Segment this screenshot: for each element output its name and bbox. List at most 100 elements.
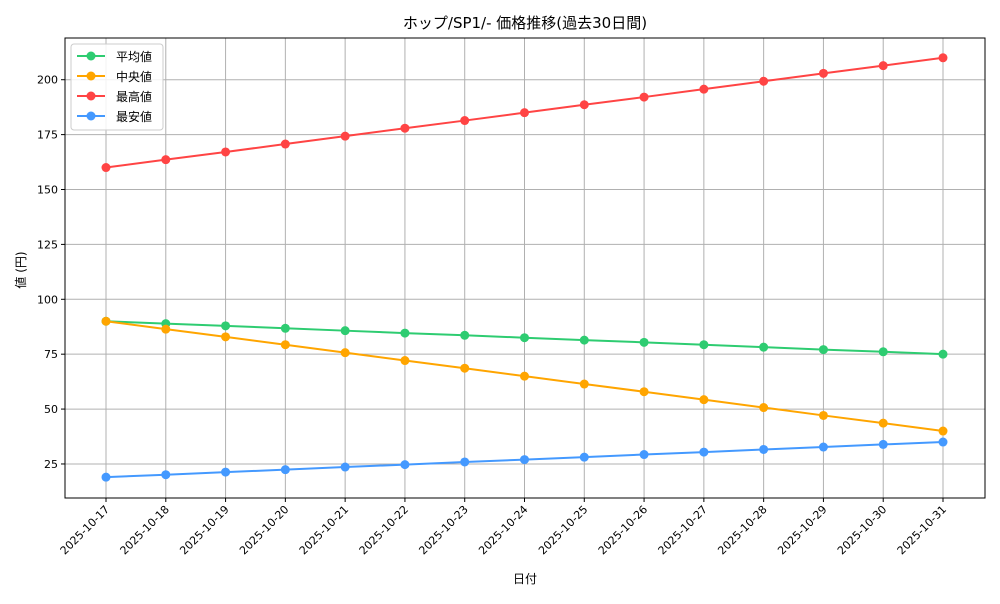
chart-title: ホップ/SP1/- 価格推移(過去30日間) bbox=[403, 14, 647, 32]
data-point bbox=[759, 444, 769, 454]
legend-marker bbox=[86, 111, 96, 121]
y-tick-label: 75 bbox=[44, 348, 58, 361]
legend-marker bbox=[86, 71, 96, 81]
legend-label: 平均値 bbox=[116, 49, 152, 64]
data-point bbox=[938, 53, 948, 63]
x-tick-label: 2025-10-26 bbox=[596, 503, 650, 557]
data-point bbox=[639, 450, 649, 460]
data-point bbox=[639, 337, 649, 347]
data-point bbox=[161, 155, 171, 165]
data-point bbox=[699, 340, 709, 350]
x-tick-label: 2025-10-28 bbox=[715, 503, 769, 557]
data-point bbox=[699, 395, 709, 405]
y-tick-label: 125 bbox=[37, 238, 58, 251]
data-point bbox=[280, 323, 290, 333]
y-tick-label: 100 bbox=[37, 293, 58, 306]
y-tick-label: 25 bbox=[44, 458, 58, 471]
series-group bbox=[101, 53, 948, 482]
data-point bbox=[579, 335, 589, 345]
legend-label: 中央値 bbox=[116, 69, 152, 84]
legend-label: 最安値 bbox=[116, 109, 152, 124]
data-point bbox=[878, 347, 888, 357]
data-point bbox=[101, 163, 111, 173]
data-point bbox=[460, 457, 470, 467]
x-tick-label: 2025-10-25 bbox=[536, 503, 590, 557]
data-point bbox=[161, 470, 171, 480]
data-point bbox=[818, 410, 828, 420]
data-point bbox=[520, 108, 529, 118]
data-point bbox=[759, 403, 769, 413]
x-tick-label: 2025-10-17 bbox=[58, 503, 112, 557]
data-point bbox=[221, 467, 231, 477]
x-tick-label: 2025-10-29 bbox=[775, 503, 829, 557]
x-tick-label: 2025-10-19 bbox=[177, 503, 231, 557]
x-tick-label: 2025-10-27 bbox=[656, 503, 710, 557]
data-point bbox=[520, 333, 529, 343]
data-point bbox=[340, 348, 350, 358]
x-tick-label: 2025-10-22 bbox=[357, 503, 411, 557]
data-point bbox=[340, 326, 350, 336]
legend-label: 最高値 bbox=[116, 89, 152, 104]
data-point bbox=[938, 349, 948, 359]
legend-marker bbox=[86, 91, 96, 101]
data-point bbox=[699, 84, 709, 94]
data-point bbox=[878, 418, 888, 428]
data-point bbox=[460, 330, 470, 340]
series-1 bbox=[101, 316, 948, 436]
data-point bbox=[579, 452, 589, 462]
data-point bbox=[938, 426, 948, 436]
x-tick-label: 2025-10-20 bbox=[237, 503, 291, 557]
data-point bbox=[161, 324, 171, 334]
data-point bbox=[400, 328, 410, 338]
data-point bbox=[579, 100, 589, 110]
data-point bbox=[340, 131, 350, 141]
x-tick-label: 2025-10-30 bbox=[835, 503, 889, 557]
y-tick-label: 150 bbox=[37, 184, 58, 197]
legend-box bbox=[70, 43, 164, 131]
data-point bbox=[340, 462, 350, 472]
y-tick-label: 200 bbox=[37, 74, 58, 87]
data-point bbox=[818, 345, 828, 355]
data-point bbox=[878, 439, 888, 449]
x-axis: 2025-10-17 2025-10-18 2025-10-19 2025-10-20… bbox=[58, 498, 949, 557]
data-point bbox=[520, 371, 529, 381]
data-point bbox=[639, 92, 649, 102]
data-point bbox=[221, 147, 231, 157]
series-2 bbox=[101, 53, 948, 173]
y-tick-label: 175 bbox=[37, 129, 58, 142]
x-axis-label: 日付 bbox=[513, 572, 537, 586]
x-tick-label: 2025-10-24 bbox=[476, 503, 530, 557]
y-axis-label: 値 (円) bbox=[13, 251, 28, 288]
data-point bbox=[579, 379, 589, 389]
data-point bbox=[400, 356, 410, 366]
y-axis: 25 50 75 100 125 150 175 200 bbox=[37, 74, 65, 471]
x-tick-label: 2025-10-18 bbox=[118, 503, 172, 557]
data-point bbox=[221, 332, 231, 342]
x-tick-label: 2025-10-31 bbox=[895, 503, 949, 557]
data-point bbox=[520, 455, 529, 465]
data-point bbox=[818, 442, 828, 452]
data-point bbox=[101, 472, 111, 482]
grid bbox=[65, 38, 985, 498]
data-point bbox=[221, 321, 231, 331]
data-point bbox=[759, 342, 769, 352]
legend-marker bbox=[86, 51, 96, 61]
data-point bbox=[460, 116, 470, 126]
data-point bbox=[280, 465, 290, 475]
data-point bbox=[460, 363, 470, 373]
data-point bbox=[759, 76, 769, 86]
data-point bbox=[938, 437, 948, 447]
data-point bbox=[878, 61, 888, 71]
data-point bbox=[639, 387, 649, 397]
data-point bbox=[400, 460, 410, 470]
data-point bbox=[280, 139, 290, 149]
y-tick-label: 50 bbox=[44, 403, 58, 416]
data-point bbox=[699, 447, 709, 457]
x-tick-label: 2025-10-23 bbox=[416, 503, 470, 557]
data-point bbox=[280, 340, 290, 350]
data-point bbox=[818, 68, 828, 78]
data-point bbox=[400, 123, 410, 133]
data-point bbox=[101, 316, 111, 326]
